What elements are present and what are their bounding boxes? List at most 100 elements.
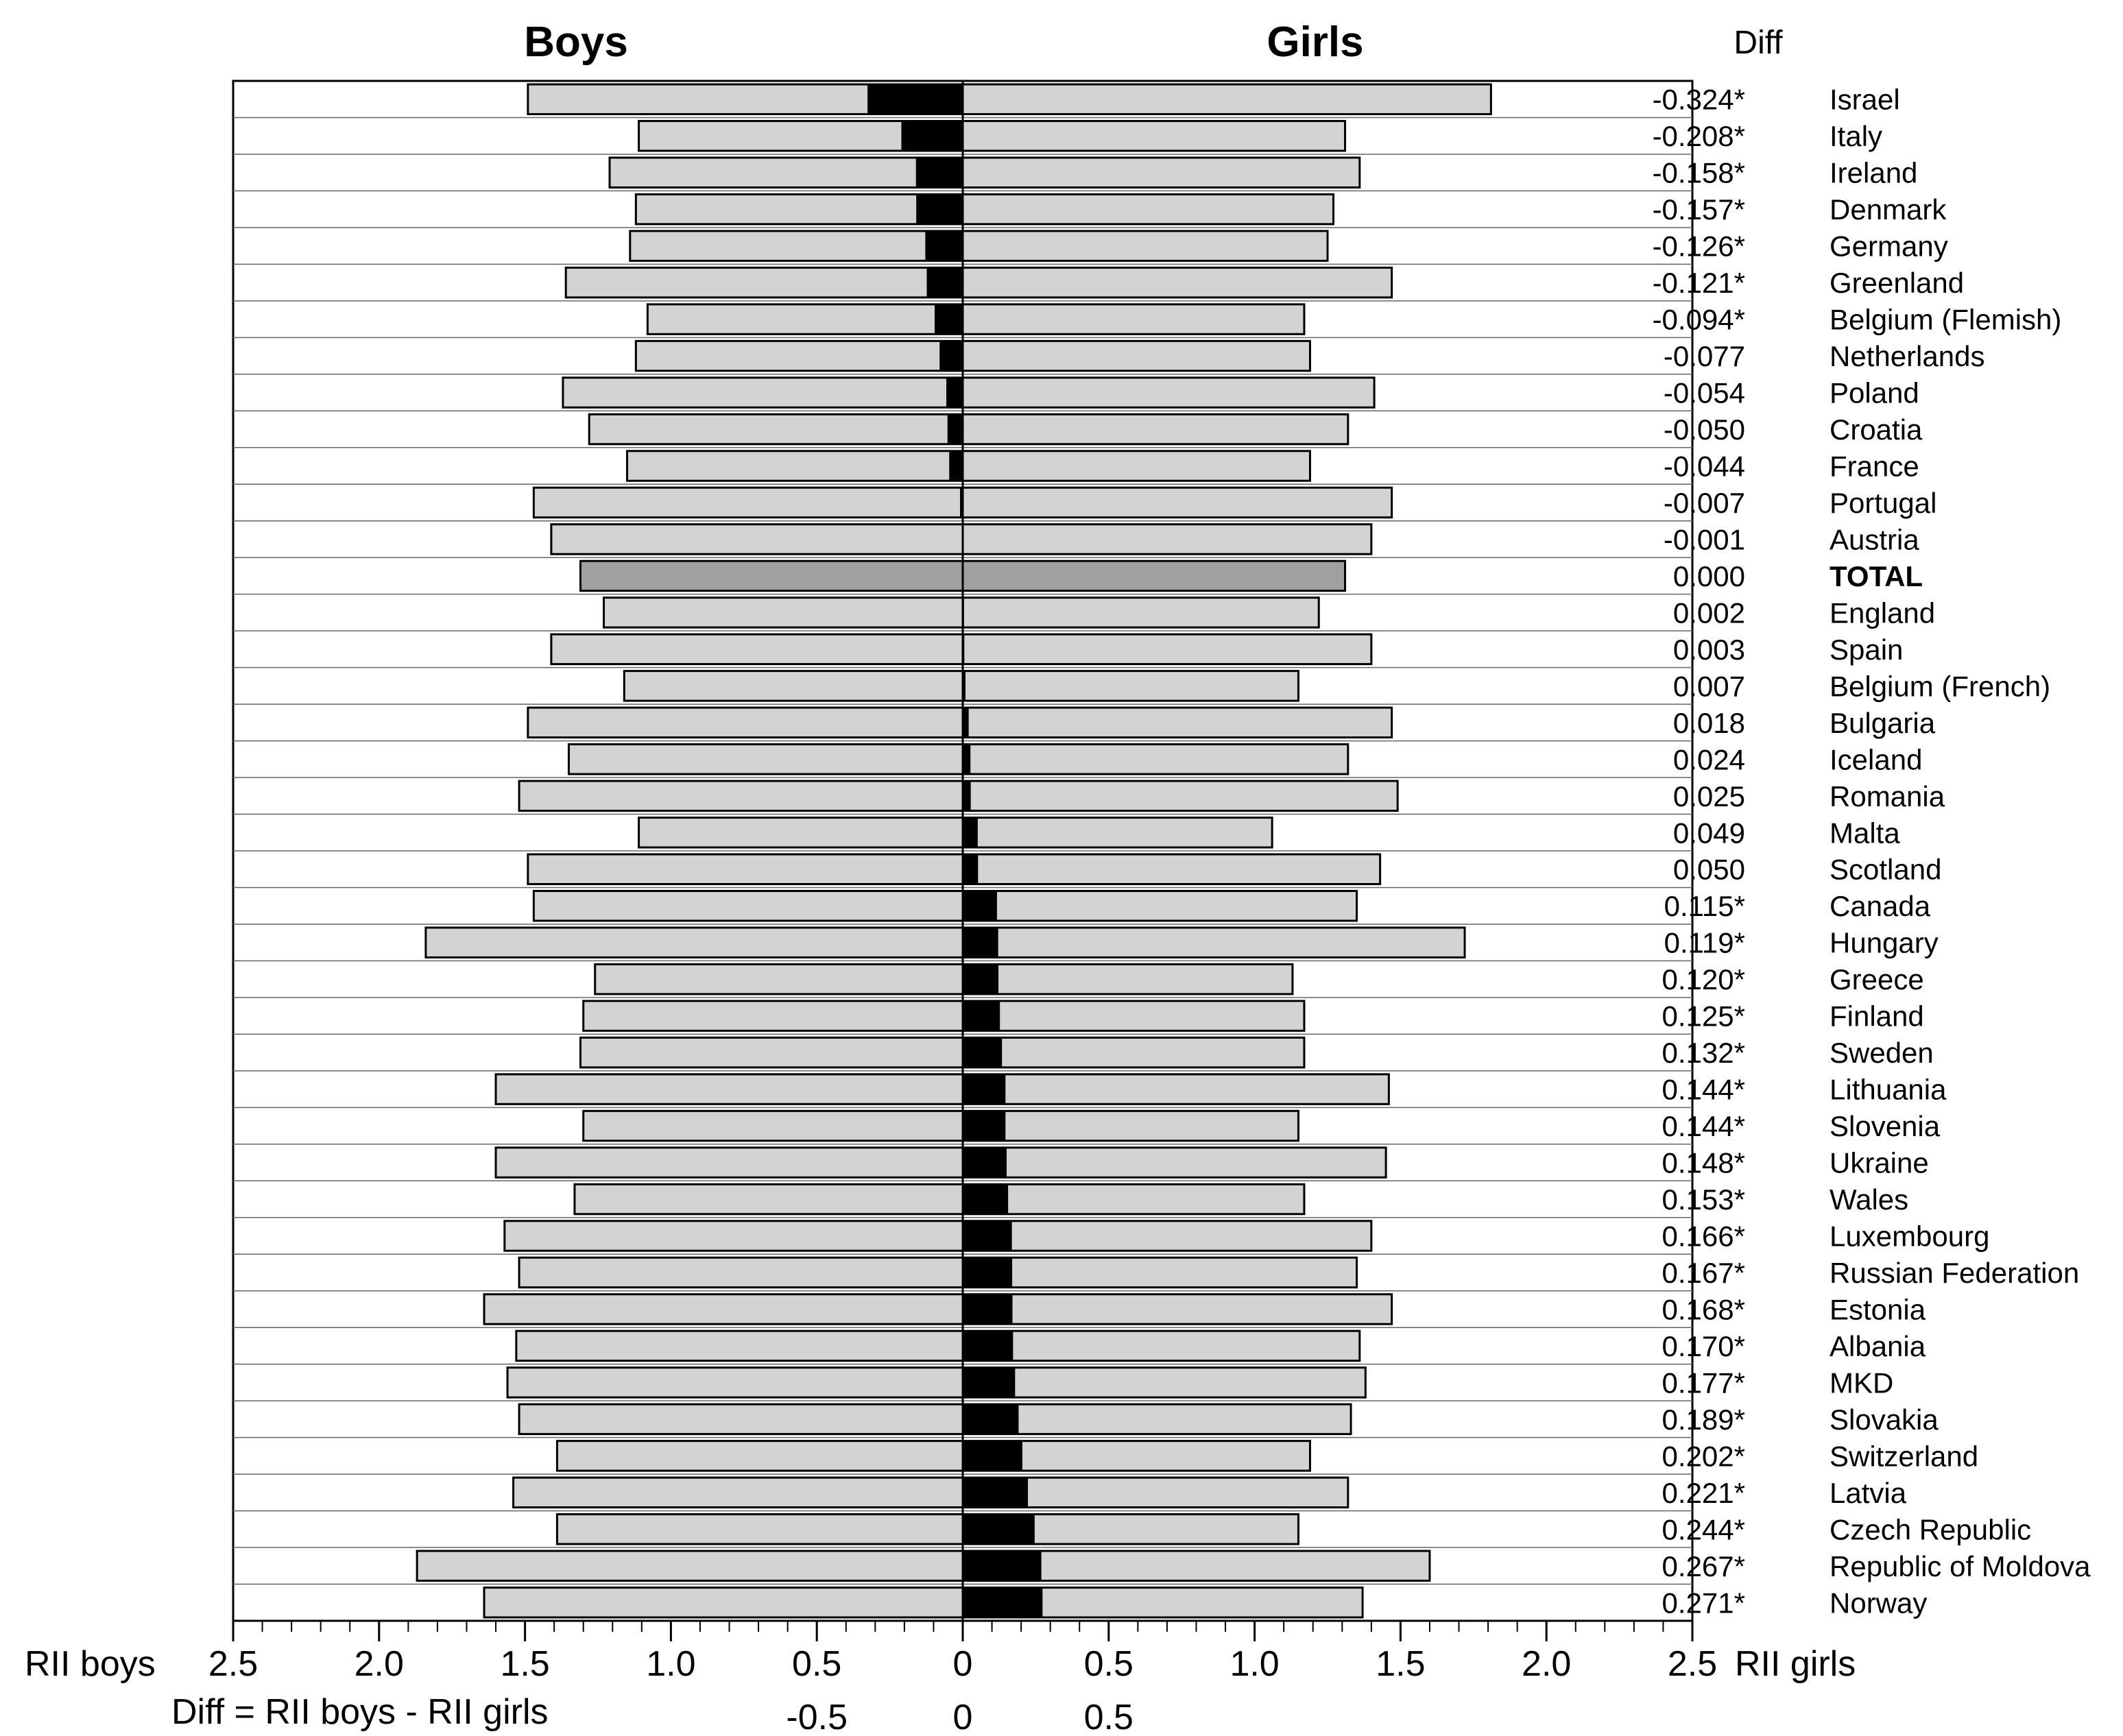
girls-bar-spain xyxy=(961,633,1373,666)
diff-bar-croatia xyxy=(947,414,963,444)
country-label-israel: Israel xyxy=(1830,84,1900,116)
diff-value-denmark: -0.157* xyxy=(1653,193,1745,226)
diff-bar-wales xyxy=(962,1184,1009,1214)
country-label-iceland: Iceland xyxy=(1830,743,1922,775)
diff-bar-luxembourg xyxy=(962,1220,1012,1251)
diff-bar-greenland xyxy=(926,267,964,298)
diff-bar-republic-of-moldova xyxy=(962,1551,1042,1581)
country-label-mkd: MKD xyxy=(1830,1366,1893,1399)
country-label-england: England xyxy=(1830,596,1935,629)
diff-value-germany: -0.126* xyxy=(1653,230,1745,263)
country-label-greece: Greece xyxy=(1830,963,1924,996)
girls-bar-portugal xyxy=(961,486,1393,519)
country-label-czech-republic: Czech Republic xyxy=(1830,1513,2031,1545)
diff-bar-italy xyxy=(901,121,964,151)
country-label-slovakia: Slovakia xyxy=(1830,1403,1939,1436)
tick-label-girls: 1.5 xyxy=(1376,1644,1425,1684)
girls-bar-russian-federation xyxy=(961,1256,1358,1289)
diff-value-malta: 0.049 xyxy=(1673,817,1745,849)
country-label-slovenia: Slovenia xyxy=(1830,1110,1941,1142)
diff-value-slovakia: 0.189* xyxy=(1662,1403,1745,1436)
diff-bar-france xyxy=(949,450,963,481)
girls-bar-belgium-french xyxy=(961,670,1299,702)
diff-value-canada: 0.115* xyxy=(1664,890,1745,922)
girls-bar-croatia xyxy=(961,413,1350,446)
boys-bar-mkd xyxy=(506,1366,964,1399)
boys-bar-malta xyxy=(638,817,964,849)
diff-value-iceland: 0.024 xyxy=(1673,743,1745,775)
diff-value-greece: 0.120* xyxy=(1662,963,1745,996)
diff-value-switzerland: 0.202* xyxy=(1662,1440,1745,1472)
boys-bar-belgium-french xyxy=(623,670,964,702)
boys-bar-germany xyxy=(629,230,964,262)
diff-value-norway: 0.271* xyxy=(1662,1587,1745,1619)
country-label-denmark: Denmark xyxy=(1830,193,1947,226)
country-label-hungary: Hungary xyxy=(1830,927,1939,959)
boys-bar-slovakia xyxy=(518,1403,964,1436)
diff-value-netherlands: -0.077 xyxy=(1664,340,1745,372)
boys-bar-iceland xyxy=(567,743,964,775)
diff-bar-ukraine xyxy=(962,1147,1007,1178)
girls-bar-finland xyxy=(961,1000,1306,1032)
country-label-croatia: Croatia xyxy=(1830,413,1923,446)
country-label-latvia: Latvia xyxy=(1830,1477,1907,1509)
girls-bar-denmark xyxy=(961,193,1335,226)
boys-bar-estonia xyxy=(483,1293,964,1325)
diff-value-lithuania: 0.144* xyxy=(1662,1074,1745,1106)
boys-bar-wales xyxy=(573,1183,964,1216)
diff-value-sweden: 0.132* xyxy=(1662,1037,1745,1069)
diff-value-finland: 0.125* xyxy=(1662,1000,1745,1033)
diff-bar-albania xyxy=(962,1331,1013,1361)
tick-label-boys: 1.0 xyxy=(646,1644,695,1684)
boys-bar-portugal xyxy=(532,486,964,519)
diff-value-portugal: -0.007 xyxy=(1664,487,1745,519)
boys-bar-norway xyxy=(483,1587,964,1619)
diff-bar-greece xyxy=(962,964,999,994)
country-label-france: France xyxy=(1830,450,1919,483)
girls-bar-mkd xyxy=(961,1366,1367,1399)
axis-label-rii-boys: RII boys xyxy=(25,1644,156,1684)
girls-bar-belgium-flemish xyxy=(961,303,1306,335)
country-label-bulgaria: Bulgaria xyxy=(1830,707,1936,739)
diff-bar-czech-republic xyxy=(962,1514,1035,1545)
diff-value-czech-republic: 0.244* xyxy=(1662,1513,1745,1545)
girls-bar-estonia xyxy=(961,1293,1393,1325)
diff-value-bulgaria: 0.018 xyxy=(1673,707,1745,739)
diff-value-poland: -0.054 xyxy=(1664,377,1745,409)
boys-bar-sweden xyxy=(579,1036,964,1069)
boys-bar-belgium-flemish xyxy=(646,303,964,335)
girls-bar-slovenia xyxy=(961,1109,1299,1142)
country-label-ukraine: Ukraine xyxy=(1830,1147,1929,1179)
tick-label-boys: 2.0 xyxy=(355,1644,404,1684)
country-label-ireland: Ireland xyxy=(1830,157,1917,189)
country-label-republic-of-moldova: Republic of Moldova xyxy=(1830,1550,2091,1582)
diff-value-total: 0.000 xyxy=(1673,560,1745,592)
country-label-belgium-flemish: Belgium (Flemish) xyxy=(1830,304,2061,336)
diff-bar-canada xyxy=(962,891,997,921)
diff-value-russian-federation: 0.167* xyxy=(1662,1257,1745,1289)
diff-bar-germany xyxy=(925,230,963,261)
diff-bar-denmark xyxy=(916,194,963,224)
boys-bar-greece xyxy=(594,963,964,996)
girls-bar-germany xyxy=(961,230,1329,262)
boys-bar-republic-of-moldova xyxy=(416,1550,964,1582)
boys-bar-canada xyxy=(532,889,964,922)
girls-header: Girls xyxy=(1267,19,1363,66)
diff-value-mkd: 0.177* xyxy=(1662,1366,1745,1399)
diff-bar-finland xyxy=(962,1000,1000,1031)
diff-bar-slovenia xyxy=(962,1111,1006,1141)
diff-bar-sweden xyxy=(962,1037,1003,1068)
diff-value-ireland: -0.158* xyxy=(1653,157,1745,189)
girls-bar-france xyxy=(961,450,1311,482)
diff-value-republic-of-moldova: 0.267* xyxy=(1662,1550,1745,1582)
girls-bar-italy xyxy=(961,119,1347,152)
diff-value-albania: 0.170* xyxy=(1662,1330,1745,1362)
girls-bar-luxembourg xyxy=(961,1220,1373,1252)
diff-bar-switzerland xyxy=(962,1440,1022,1471)
girls-bar-poland xyxy=(961,376,1376,409)
diff-bar-poland xyxy=(946,377,963,408)
diff-bar-hungary xyxy=(962,927,998,958)
girls-bar-austria xyxy=(961,523,1373,555)
boys-bar-bulgaria xyxy=(527,706,964,739)
country-label-canada: Canada xyxy=(1830,890,1931,922)
